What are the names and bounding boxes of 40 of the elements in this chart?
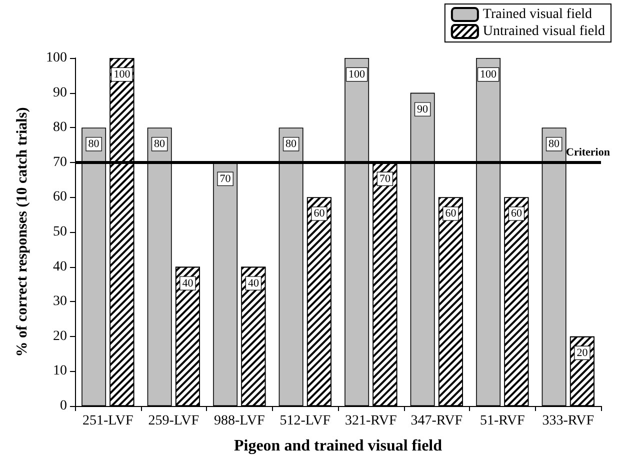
data-label: 40	[182, 277, 194, 290]
x-tick-label: 988-LVF	[214, 414, 265, 428]
x-tick-label: 51-RVF	[480, 414, 525, 428]
data-label: 60	[314, 208, 326, 220]
y-tick-label: 80	[53, 120, 67, 136]
x-tick-label: 333-RVF	[542, 414, 594, 428]
data-label: 100	[348, 68, 366, 80]
y-tick-label: 0	[60, 398, 67, 414]
y-tick-label: 40	[53, 259, 67, 274]
y-tick-label: 10	[53, 364, 67, 379]
legend-label: Trained visual field	[482, 7, 592, 22]
y-tick-label: 60	[53, 190, 67, 205]
x-tick-label: 251-LVF	[82, 414, 134, 428]
data-label: 90	[417, 103, 429, 116]
data-label: 70	[220, 172, 232, 185]
x-tick-label: 259-LVF	[148, 414, 200, 428]
data-label: 60	[510, 208, 522, 220]
y-tick-label: 30	[53, 294, 67, 310]
y-tick-label: 90	[53, 85, 67, 100]
x-tick-label: 321-RVF	[344, 414, 397, 428]
y-axis-title: % of correct responses (10 catch trials)	[14, 107, 30, 357]
y-tick-label: 20	[53, 328, 67, 344]
legend-label: Untrained visual field	[482, 24, 605, 39]
data-label: 60	[445, 208, 457, 220]
data-label: 100	[114, 68, 131, 80]
data-label: 20	[576, 346, 588, 359]
data-label: 40	[248, 277, 260, 290]
data-label: 80	[154, 138, 166, 150]
data-label: 80	[286, 138, 298, 150]
y-tick-label: 50	[53, 224, 67, 240]
x-tick-label: 512-LVF	[280, 414, 331, 428]
x-tick-label: 347-RVF	[410, 414, 463, 428]
ref-line-label: Criterion	[566, 146, 610, 158]
y-tick-label: 70	[53, 154, 67, 170]
data-label: 100	[480, 68, 498, 80]
y-tick-label: 100	[46, 50, 67, 66]
x-axis-title: Pigeon and trained visual field	[234, 438, 442, 454]
data-label: 80	[548, 138, 560, 150]
data-label: 70	[379, 172, 391, 185]
data-label: 80	[88, 138, 100, 150]
